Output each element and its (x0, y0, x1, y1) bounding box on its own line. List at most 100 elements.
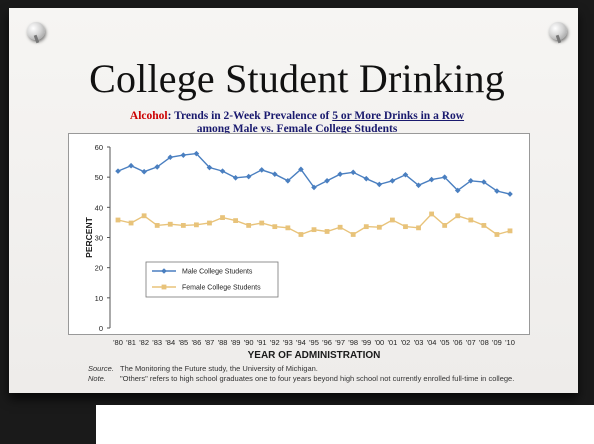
data-point-male (128, 162, 134, 169)
data-point-female (442, 223, 448, 228)
data-point-female (403, 224, 408, 230)
data-point-female (207, 220, 212, 226)
data-point-female (429, 211, 434, 217)
x-tick-label: '09 (492, 338, 502, 347)
data-point-male (324, 177, 330, 184)
y-tick-label: 10 (95, 294, 103, 303)
data-point-female (246, 223, 252, 228)
data-point-male (441, 174, 448, 180)
data-point-female (220, 215, 225, 220)
data-point-male (245, 173, 252, 180)
data-point-female (507, 228, 513, 234)
data-point-female (455, 213, 461, 219)
x-tick-label: '80 (113, 338, 123, 347)
data-point-male (468, 177, 474, 184)
data-point-female (272, 224, 278, 230)
data-point-female (337, 224, 343, 230)
x-tick-label: '81 (126, 338, 136, 347)
note-label: Note. (88, 374, 106, 383)
x-tick-label: '90 (244, 338, 254, 347)
x-tick-label: '94 (296, 338, 306, 347)
data-point-male (285, 177, 291, 184)
x-axis-title: YEAR OF ADMINISTRATION (248, 350, 381, 361)
data-point-female (468, 217, 474, 223)
x-tick-label: '10 (505, 338, 515, 347)
x-tick-label: '86 (192, 338, 202, 347)
x-tick-label: '92 (270, 338, 280, 347)
data-point-female (259, 220, 265, 226)
source-text: The Monitoring the Future study, the Uni… (120, 364, 318, 373)
x-tick-label: '89 (231, 338, 241, 347)
data-point-female (481, 223, 487, 228)
data-point-female (141, 213, 147, 219)
data-point-female (416, 225, 421, 231)
data-point-female (128, 220, 134, 226)
y-tick-label: 20 (95, 264, 103, 273)
y-tick-label: 60 (95, 143, 103, 152)
data-point-female (180, 223, 186, 228)
x-tick-label: '98 (348, 338, 358, 347)
subtitle-keyword: Alcohol (129, 110, 168, 122)
subtitle-underlined: 5 or More Drinks in a Row (332, 110, 465, 122)
x-tick-label: '97 (335, 338, 345, 347)
data-point-female (115, 217, 121, 223)
data-point-male (494, 188, 500, 194)
data-point-female (350, 232, 356, 237)
data-point-male (141, 168, 147, 175)
x-tick-label: '03 (414, 338, 424, 347)
data-point-female (233, 218, 238, 224)
data-point-male (415, 182, 422, 189)
y-tick-label: 50 (95, 173, 103, 182)
data-point-female (311, 227, 317, 233)
data-point-male (363, 175, 370, 182)
y-tick-label: 0 (99, 324, 103, 333)
x-tick-label: '05 (440, 338, 450, 347)
data-point-male (219, 168, 226, 174)
x-tick-label: '02 (401, 338, 411, 347)
data-point-female (298, 232, 304, 237)
x-tick-label: '08 (479, 338, 489, 347)
data-point-male (258, 167, 265, 173)
x-tick-label: '95 (309, 338, 319, 347)
x-tick-label: '04 (427, 338, 437, 347)
data-point-female (194, 222, 199, 228)
x-tick-label: '83 (152, 338, 162, 347)
x-tick-label: '91 (257, 338, 267, 347)
data-point-male (206, 164, 213, 171)
slide-title: College Student Drinking (89, 56, 505, 101)
legend-label: Female College Students (182, 285, 261, 292)
chart-subtitle-line1: Alcohol: Trends in 2-Week Prevalence of … (0, 110, 594, 122)
x-tick-label: '06 (453, 338, 463, 347)
data-point-female (167, 221, 173, 227)
data-point-female (285, 225, 291, 231)
y-axis-title: PERCENT (84, 216, 94, 257)
pushpin-left-icon (27, 22, 45, 40)
data-point-male (376, 181, 383, 188)
x-tick-label: '93 (283, 338, 293, 347)
data-point-male (154, 164, 160, 170)
data-point-male (481, 179, 487, 185)
data-point-male (337, 171, 343, 177)
data-point-female (494, 232, 500, 237)
chart-footnote: Source. The Monitoring the Future study, … (88, 364, 514, 384)
legend-box (145, 261, 279, 298)
data-point-male (389, 177, 396, 184)
note-text: "Others" refers to high school graduates… (120, 374, 515, 383)
bottom-band (96, 405, 594, 444)
x-tick-label: '01 (388, 338, 398, 347)
data-point-male (402, 171, 409, 178)
data-point-female (154, 223, 160, 228)
x-tick-label: '85 (178, 338, 188, 347)
x-tick-label: '96 (322, 338, 332, 347)
data-point-male (193, 150, 200, 157)
x-tick-label: '00 (374, 338, 384, 347)
y-tick-label: 40 (95, 203, 103, 212)
data-point-male (311, 184, 317, 191)
x-tick-label: '84 (165, 338, 175, 347)
data-point-female (376, 224, 382, 230)
data-point-male (298, 166, 304, 173)
x-tick-label: '87 (205, 338, 215, 347)
subtitle-mid: : Trends in 2-Week Prevalence of (167, 110, 333, 122)
x-tick-label: '07 (466, 338, 476, 347)
legend-marker (161, 284, 167, 290)
